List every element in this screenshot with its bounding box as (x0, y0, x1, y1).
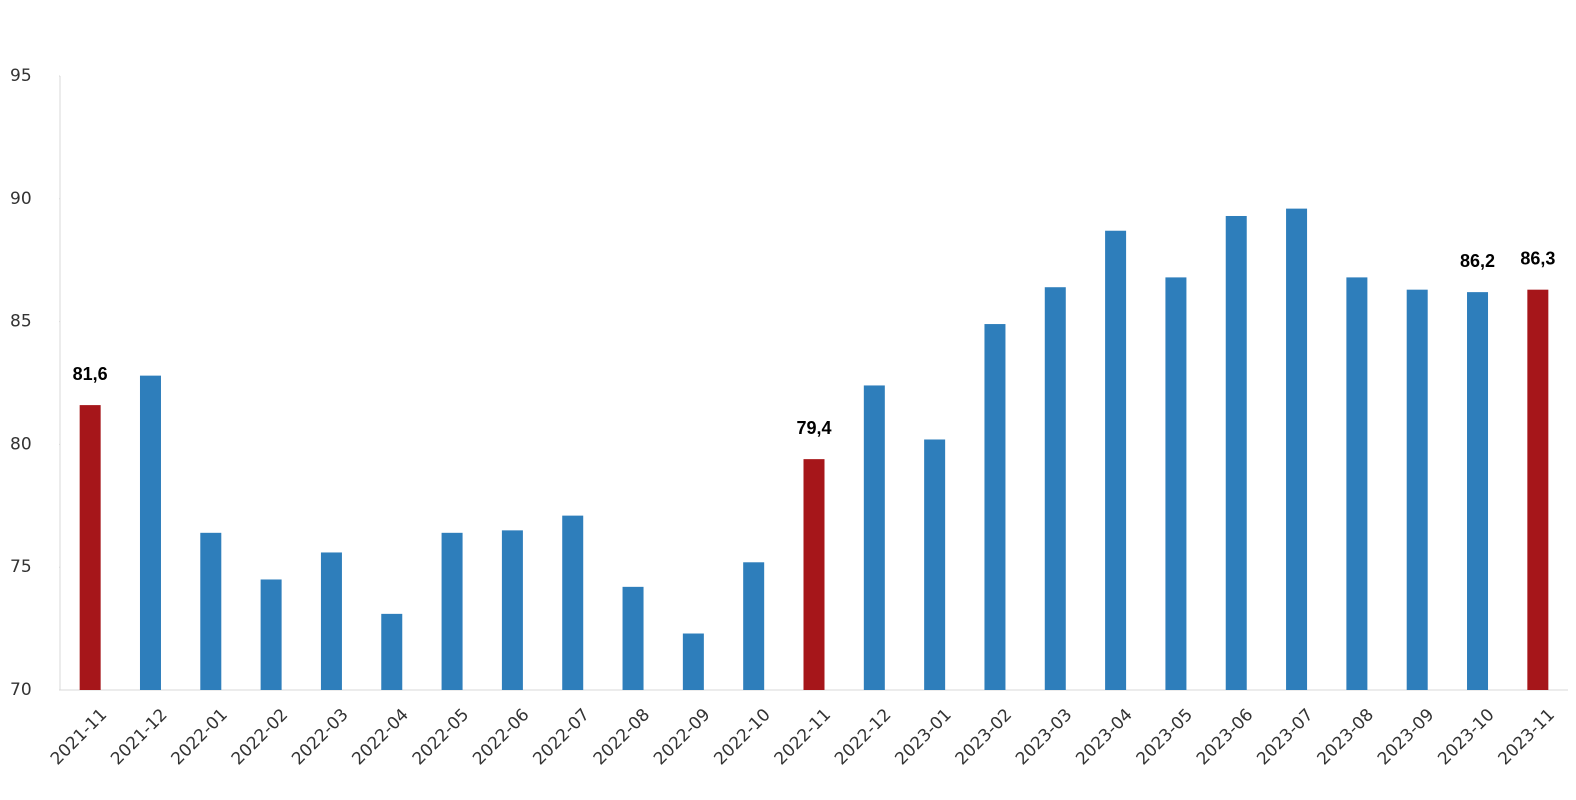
bar (1105, 230, 1127, 690)
x-tick-label: 2022-10 (710, 705, 774, 769)
x-tick-label: 2022-12 (831, 705, 895, 769)
y-tick-label: 75 (10, 557, 32, 577)
x-tick-label: 2023-05 (1133, 705, 1197, 769)
y-tick-label: 80 (10, 434, 32, 454)
x-tick-label: 2023-03 (1012, 705, 1076, 769)
x-tick-label: 2022-05 (409, 705, 473, 769)
x-tick-label: 2022-07 (529, 705, 593, 769)
bar (1165, 277, 1187, 690)
bar (1346, 277, 1368, 690)
bar (622, 586, 644, 690)
x-tick-label: 2023-09 (1374, 705, 1438, 769)
x-tick-label: 2023-04 (1072, 705, 1136, 769)
x-tick-label: 2021-12 (107, 705, 171, 769)
bar (1044, 287, 1066, 690)
bar (863, 385, 885, 690)
bar (501, 530, 523, 690)
bar (682, 633, 704, 690)
value-label: 86,3 (1520, 248, 1555, 268)
x-tick-label: 2023-11 (1495, 705, 1559, 769)
bar (260, 579, 282, 690)
x-tick-label: 2022-02 (228, 705, 292, 769)
bar (320, 552, 342, 690)
bar (79, 405, 101, 690)
bar (984, 324, 1006, 690)
x-tick-label: 2022-11 (771, 705, 835, 769)
value-label: 79,4 (796, 418, 831, 438)
x-tick-label: 2023-10 (1434, 705, 1498, 769)
x-tick-label: 2023-07 (1253, 705, 1317, 769)
y-tick-label: 90 (10, 189, 32, 209)
value-label: 86,2 (1460, 251, 1495, 271)
bar (1406, 289, 1428, 690)
value-label: 81,6 (73, 364, 108, 384)
bar (200, 532, 222, 690)
x-tick-label: 2022-09 (650, 705, 714, 769)
y-tick-label: 70 (10, 680, 32, 700)
bar (1286, 208, 1308, 690)
bar (1225, 215, 1247, 690)
x-tick-label: 2022-04 (348, 705, 412, 769)
y-tick-label: 85 (10, 312, 32, 332)
x-tick-label: 2022-03 (288, 705, 352, 769)
x-tick-label: 2023-01 (891, 705, 955, 769)
bar (441, 532, 463, 690)
x-tick-label: 2023-08 (1314, 705, 1378, 769)
bar (381, 613, 403, 690)
x-tick-label: 2023-06 (1193, 705, 1257, 769)
bar (139, 375, 161, 690)
bar (562, 515, 584, 690)
bar (743, 562, 765, 690)
x-tick-label: 2021-11 (47, 705, 111, 769)
x-tick-label: 2023-02 (952, 705, 1016, 769)
bar (1467, 292, 1489, 690)
x-tick-label: 2022-08 (590, 705, 654, 769)
x-tick-label: 2022-01 (168, 705, 232, 769)
bar (803, 459, 825, 690)
y-tick-label: 95 (10, 66, 32, 86)
x-tick-label: 2022-06 (469, 705, 533, 769)
bar (924, 439, 946, 690)
bar (1527, 289, 1549, 690)
